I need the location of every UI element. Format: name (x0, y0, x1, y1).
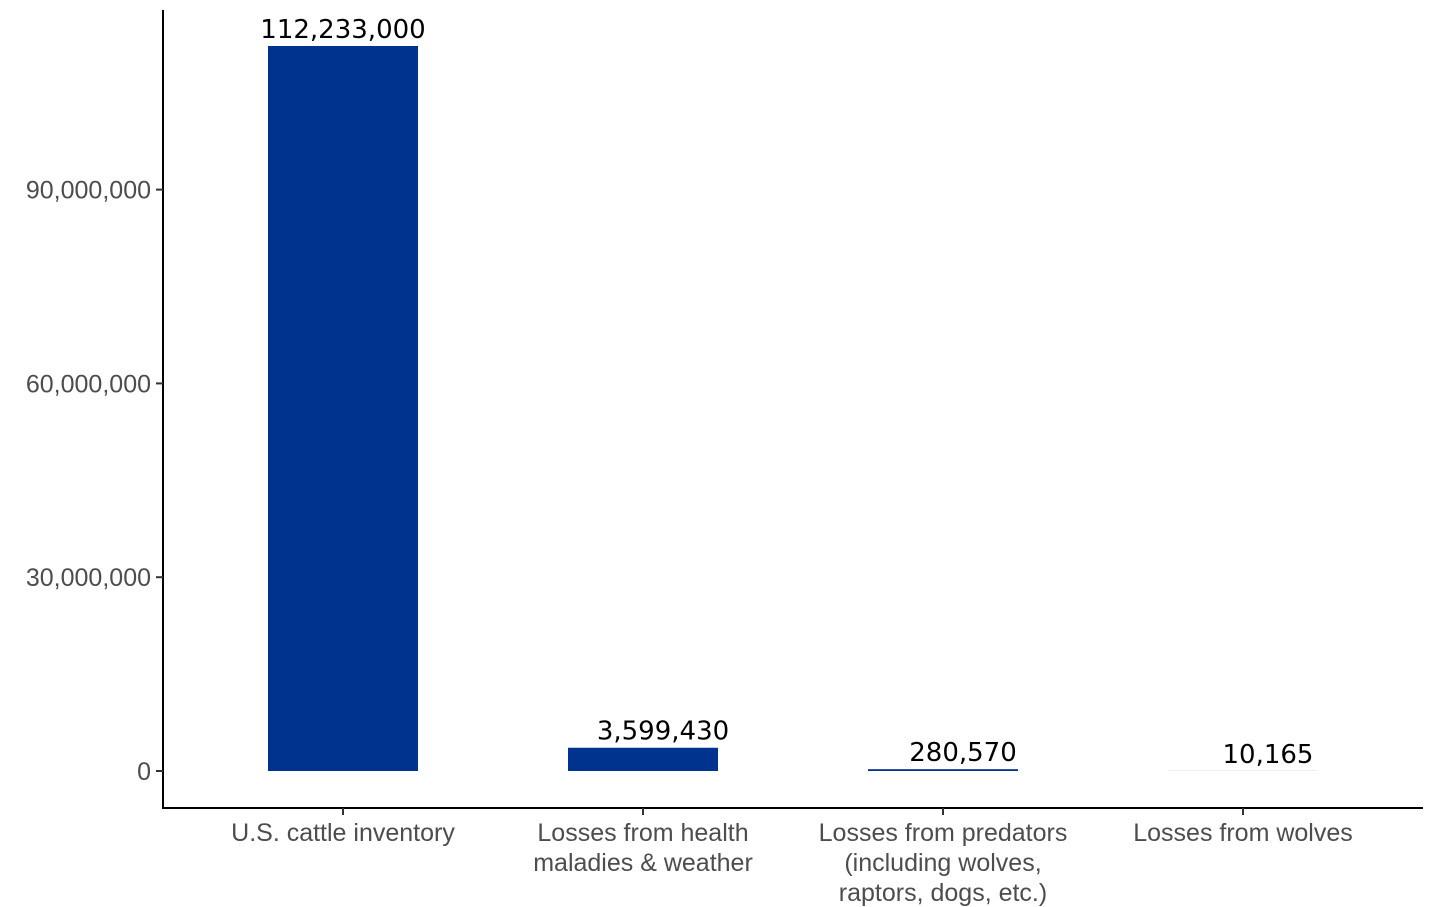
x-tick-label-line: Losses from wolves (1133, 819, 1353, 847)
data-label-0: 112,233,000 (260, 15, 425, 45)
y-tick-label-3: 90,000,000 (26, 177, 151, 205)
y-axis: 0 30,000,000 60,000,000 90,000,000 (26, 10, 164, 808)
x-tick-label-line: maladies & weather (533, 849, 753, 877)
bar-3 (1168, 770, 1318, 771)
data-labels-group: 112,233,000 3,599,430 280,570 10,165 (260, 15, 1313, 770)
y-tick-label-0: 0 (137, 758, 151, 786)
bar-1 (568, 747, 718, 771)
y-tick-label-2: 60,000,000 (26, 370, 151, 398)
x-tick-label-line: Losses from health (537, 819, 748, 847)
data-label-2: 280,570 (909, 738, 1017, 768)
x-tick-label-line: U.S. cattle inventory (231, 819, 455, 847)
y-tick-label-1: 30,000,000 (26, 564, 151, 592)
bar-0 (268, 46, 418, 771)
x-ticks-group: U.S. cattle inventory Losses from health m… (231, 808, 1353, 907)
x-tick-label-0: U.S. cattle inventory (231, 819, 455, 847)
bar-2 (868, 769, 1018, 771)
x-tick-label-3: Losses from wolves (1133, 819, 1353, 847)
x-tick-label-line: (including wolves, (844, 849, 1041, 877)
y-ticks-group: 0 30,000,000 60,000,000 90,000,000 (26, 177, 163, 786)
x-tick-label-2: Losses from predators (including wolves, r… (819, 819, 1068, 907)
x-tick-label-1: Losses from health maladies & weather (533, 819, 753, 877)
plot-area: 112,233,000 3,599,430 280,570 10,165 (260, 15, 1318, 771)
x-tick-label-line: Losses from predators (819, 819, 1068, 847)
x-axis: U.S. cattle inventory Losses from health m… (162, 807, 1423, 907)
data-label-3: 10,165 (1223, 740, 1314, 770)
bars-group (268, 46, 1318, 771)
x-tick-label-line: raptors, dogs, etc.) (839, 879, 1047, 907)
data-label-1: 3,599,430 (597, 717, 729, 747)
